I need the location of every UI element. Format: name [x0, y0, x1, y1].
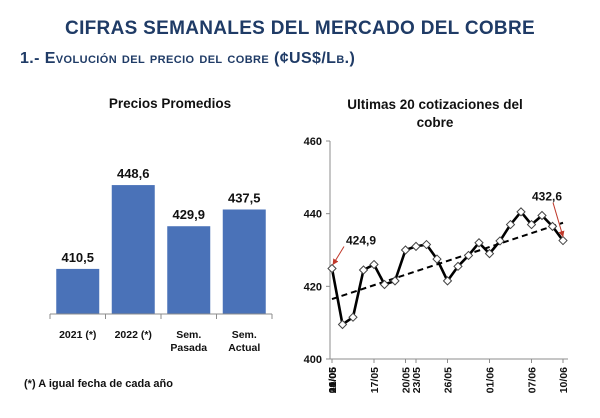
price-point-10	[432, 254, 442, 264]
price-point-9	[421, 239, 432, 250]
bar-category-label-2-1: Pasada	[170, 342, 207, 354]
line-x-tick-label-8: 04/06	[327, 367, 339, 393]
bar-value-label-1: 448,6	[117, 166, 150, 181]
annotation-label-1: 432,6	[532, 190, 562, 204]
price-point-2	[348, 312, 358, 322]
line-x-tick-label-1: 14/05	[327, 367, 339, 393]
price-point-6	[390, 276, 400, 286]
line-x-tick-label-0: 11/05	[327, 367, 339, 393]
bar-3	[222, 209, 266, 314]
price-point-22	[558, 235, 568, 246]
price-point-8	[411, 241, 421, 252]
annotation-arrow-0	[332, 246, 345, 266]
price-point-4	[369, 259, 379, 270]
bar-0	[56, 268, 100, 314]
line-y-tick-label-3: 460	[304, 136, 322, 148]
price-point-21	[547, 221, 558, 232]
price-point-0	[327, 263, 337, 274]
line-y-tick-label-2: 440	[304, 209, 322, 221]
line-x-tick-label-6: 29/05	[327, 367, 339, 393]
bar-category-label-3-0: Sem.	[232, 329, 257, 341]
price-point-20	[537, 210, 547, 221]
footnote: (*) A igual fecha de cada año	[24, 378, 173, 390]
line-x-tick-label-10: 10/06	[558, 367, 570, 393]
line-x-tick-label-5: 26/05	[443, 367, 455, 393]
line-chart-title-text: Ultimas 20 cotizaciones del cobre	[347, 97, 523, 130]
price-point-13	[463, 250, 474, 261]
price-point-11	[442, 276, 453, 286]
bar-value-label-0: 410,5	[61, 250, 94, 265]
price-point-15	[484, 248, 495, 259]
price-point-17	[505, 219, 516, 230]
price-point-3	[358, 265, 369, 275]
price-point-5	[379, 279, 390, 290]
price-point-14	[474, 238, 484, 248]
line-x-tick-label-9: 07/06	[527, 367, 539, 393]
bar-2	[167, 226, 211, 314]
price-point-1	[337, 319, 348, 330]
price-point-12	[453, 261, 463, 272]
trendline	[331, 221, 564, 300]
price-point-16	[495, 236, 505, 246]
line-x-tick-label-4: 23/05	[411, 367, 423, 393]
annotation-arrow-1	[552, 202, 565, 238]
bar-value-label-3: 437,5	[228, 191, 261, 206]
price-point-7	[400, 245, 411, 255]
bar-category-label-3-1: Actual	[228, 342, 260, 354]
price-point-18	[516, 207, 526, 217]
annotation-label-0: 424,9	[346, 234, 376, 248]
price-point-19	[526, 219, 537, 230]
bar-value-label-2: 429,9	[172, 207, 205, 222]
bar-1	[111, 185, 155, 314]
price-series-line	[330, 210, 565, 326]
line-y-tick-label-0: 400	[304, 354, 322, 366]
page-title: CIFRAS SEMANALES DEL MERCADO DEL COBRE	[65, 18, 535, 39]
bar-category-label-0-0: 2021 (*)	[59, 329, 96, 341]
bar-category-label-2-0: Sem.	[176, 329, 201, 341]
line-x-tick-label-7: 01/06	[485, 367, 497, 393]
line-y-tick-label-1: 420	[304, 281, 322, 293]
line-x-tick-label-2: 17/05	[369, 367, 381, 393]
bar-category-label-1-0: 2022 (*)	[115, 329, 152, 341]
line-x-tick-label-3: 20/05	[401, 367, 413, 393]
line-chart-title: Ultimas 20 cotizaciones del cobre	[330, 96, 540, 132]
section-subtitle: 1.- Evolución del precio del cobre (¢US$…	[20, 50, 356, 67]
bar-chart-title: Precios Promedios	[108, 96, 232, 111]
